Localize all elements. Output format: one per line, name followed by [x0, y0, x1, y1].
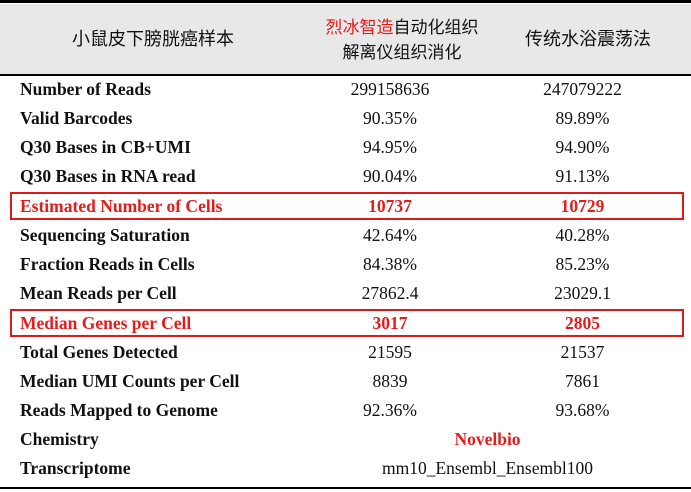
automated-value: 84.38% [363, 254, 417, 274]
row-label: Reads Mapped to Genome [20, 400, 218, 420]
automated-value: 94.95% [363, 137, 417, 157]
header-traditional-method: 传统水浴震荡法 [525, 29, 651, 50]
automated-value: 27862.4 [361, 283, 419, 303]
chemistry-value: Novelbio [454, 429, 521, 449]
traditional-value: 93.68% [555, 400, 610, 420]
table-row: Chemistry Novelbio [0, 425, 691, 454]
header-automated-method: 烈冰智造自动化组织 解离仪组织消化 [292, 16, 512, 66]
transcriptome-value: mm10_Ensembl_Ensembl100 [382, 458, 593, 478]
traditional-value: 21537 [560, 342, 605, 362]
table-row: Valid Barcodes 90.35% 89.89% [0, 104, 691, 133]
row-label: Median UMI Counts per Cell [20, 371, 240, 391]
table-row: Total Genes Detected 21595 21537 [0, 338, 691, 367]
row-label: Transcriptome [20, 458, 131, 478]
table-row: Sequencing Saturation 42.64% 40.28% [0, 221, 691, 250]
traditional-value: 91.13% [555, 166, 610, 186]
table-row: Q30 Bases in RNA read 90.04% 91.13% [0, 162, 691, 191]
header-automated-line2: 解离仪组织消化 [342, 43, 462, 63]
table-row-highlighted: Estimated Number of Cells 10737 10729 [0, 192, 691, 221]
table-bottom-rule [0, 487, 691, 489]
table-row: Median UMI Counts per Cell 8839 7861 [0, 367, 691, 396]
row-label: Total Genes Detected [20, 342, 178, 362]
traditional-value: 2805 [565, 312, 600, 333]
traditional-value: 89.89% [555, 108, 610, 128]
traditional-value: 40.28% [555, 225, 610, 245]
row-label: Q30 Bases in CB+UMI [20, 137, 191, 157]
highlight-box-genes [10, 309, 684, 337]
automated-value: 90.04% [363, 166, 417, 186]
traditional-value: 7861 [565, 371, 600, 391]
automated-value: 92.36% [363, 400, 417, 420]
row-label: Valid Barcodes [20, 108, 133, 128]
brand-name: 烈冰智造 [325, 18, 394, 38]
row-label: Fraction Reads in Cells [20, 254, 195, 274]
table-row-highlighted: Median Genes per Cell 3017 2805 [0, 309, 691, 338]
row-label: Median Genes per Cell [20, 312, 192, 333]
row-label: Sequencing Saturation [20, 225, 190, 245]
table-row: Fraction Reads in Cells 84.38% 85.23% [0, 250, 691, 279]
table-row: Transcriptome mm10_Ensembl_Ensembl100 [0, 454, 691, 483]
traditional-value: 10729 [560, 195, 605, 216]
table-row: Mean Reads per Cell 27862.4 23029.1 [0, 279, 691, 308]
table-row: Q30 Bases in CB+UMI 94.95% 94.90% [0, 133, 691, 162]
traditional-value: 23029.1 [554, 283, 611, 303]
row-label: Estimated Number of Cells [20, 195, 223, 216]
row-label: Mean Reads per Cell [20, 283, 177, 303]
row-label: Chemistry [20, 429, 99, 449]
automated-value: 10737 [368, 195, 412, 216]
automated-value: 90.35% [363, 108, 417, 128]
automated-value: 8839 [372, 371, 408, 391]
highlight-box-cells [10, 192, 684, 220]
automated-value: 42.64% [363, 225, 417, 245]
traditional-value: 247079222 [543, 79, 622, 99]
traditional-value: 85.23% [555, 254, 610, 274]
row-label: Number of Reads [20, 79, 151, 99]
automated-value: 299158636 [350, 79, 430, 99]
table-row: Number of Reads 299158636 247079222 [0, 75, 691, 104]
table-header: 小鼠皮下膀胱癌样本 烈冰智造自动化组织 解离仪组织消化 传统水浴震荡法 [0, 4, 691, 74]
table-row: Reads Mapped to Genome 92.36% 93.68% [0, 396, 691, 425]
header-automated-line1: 烈冰智造自动化组织 [325, 18, 479, 38]
traditional-value: 94.90% [555, 137, 610, 157]
automated-value: 21595 [368, 342, 412, 362]
table-top-rule [0, 0, 691, 3]
header-sample-name: 小鼠皮下膀胱癌样本 [72, 29, 234, 50]
header-bottom-rule [0, 74, 691, 76]
automated-value: 3017 [372, 312, 408, 333]
row-label: Q30 Bases in RNA read [20, 166, 196, 186]
